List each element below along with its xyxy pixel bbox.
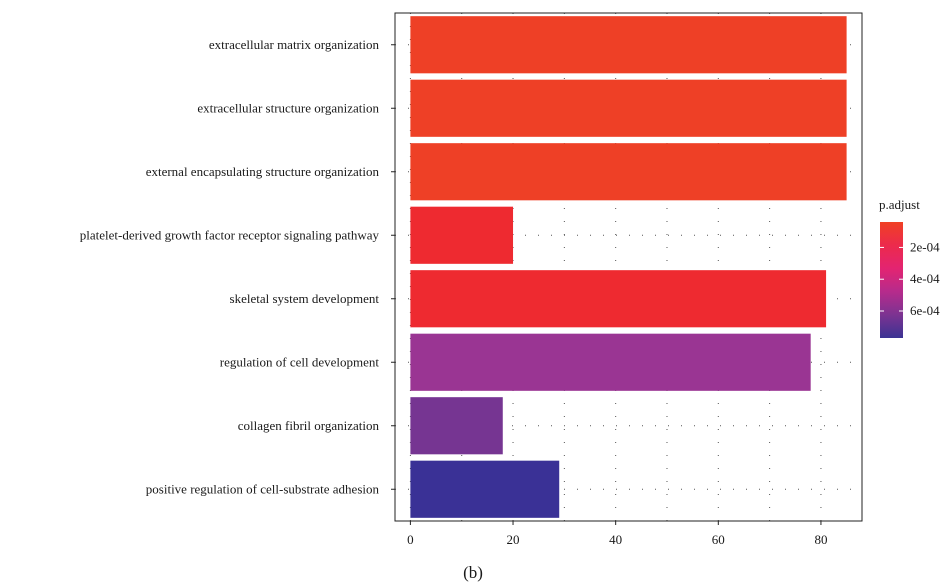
x-tick-label: 40 xyxy=(609,532,622,547)
legend-colorbar xyxy=(880,222,903,338)
bar xyxy=(410,206,514,264)
category-label: positive regulation of cell-substrate ad… xyxy=(146,481,380,496)
legend-title: p.adjust xyxy=(879,197,920,212)
legend-label: 2e-04 xyxy=(910,239,940,254)
x-tick-label: 80 xyxy=(814,532,827,547)
x-axis: 0 20 40 60 80 xyxy=(407,521,827,547)
bar xyxy=(410,143,847,201)
legend-label: 6e-04 xyxy=(910,303,940,318)
category-label: regulation of cell development xyxy=(220,354,380,369)
bar xyxy=(410,333,811,391)
legend-ticks: 2e-04 4e-04 6e-04 xyxy=(880,239,940,318)
figure-caption: (b) xyxy=(463,563,483,582)
category-label: skeletal system development xyxy=(230,291,380,306)
x-tick-label: 60 xyxy=(712,532,725,547)
plot-panel-border xyxy=(394,12,863,522)
category-label: external encapsulating structure organiz… xyxy=(146,164,380,179)
category-label: extracellular matrix organization xyxy=(209,37,380,52)
bar xyxy=(410,270,827,328)
bar xyxy=(410,397,503,455)
bar xyxy=(410,16,847,74)
category-label: platelet-derived growth factor receptor … xyxy=(80,227,380,242)
y-axis: extracellular matrix organization extrace… xyxy=(80,37,395,496)
category-label: collagen fibril organization xyxy=(238,418,380,433)
legend-label: 4e-04 xyxy=(910,271,940,286)
bar xyxy=(410,460,560,518)
bars xyxy=(410,16,847,518)
x-tick-label: 20 xyxy=(507,532,520,547)
x-tick-label: 0 xyxy=(407,532,414,547)
bar xyxy=(410,79,847,137)
legend: p.adjust 2e-04 4e-04 6e-04 xyxy=(879,197,940,338)
category-label: extracellular structure organization xyxy=(197,100,379,115)
